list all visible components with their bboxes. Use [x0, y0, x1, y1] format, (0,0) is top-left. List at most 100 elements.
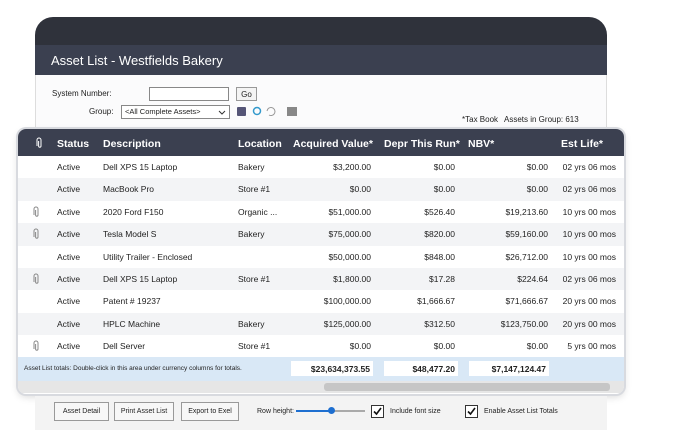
table-cell: 20 yrs 00 mos [562, 296, 616, 307]
scroll-thumb[interactable] [324, 383, 610, 391]
table-cell: HPLC Machine [103, 318, 161, 329]
table-cell: 02 yrs 06 mos [562, 184, 616, 195]
paperclip-icon[interactable] [32, 206, 40, 218]
column-header: NBV* [468, 138, 495, 150]
group-select[interactable]: <All Complete Assets> [121, 105, 230, 119]
footer-button[interactable]: Export to Exel [181, 402, 239, 421]
table-cell: Patent # 19237 [103, 296, 161, 307]
table-row[interactable]: Active Dell XPS 15 Laptop Bakery $3,200.00 $… [18, 156, 624, 179]
paperclip-icon[interactable] [32, 273, 40, 285]
slider-knob[interactable] [328, 407, 335, 414]
table-cell: 20 yrs 00 mos [562, 318, 616, 329]
table-cell: $123,750.00 [500, 318, 548, 329]
table-cell: Bakery [238, 162, 265, 172]
table-cell: $71,666.67 [505, 296, 548, 307]
tax-book: *Tax Book [462, 115, 499, 124]
table-cell: $17.28 [429, 274, 455, 284]
table-cell: $50,000.00 [328, 251, 371, 262]
system-number-input[interactable] [149, 87, 229, 101]
total-value: $48,477.20 [412, 364, 455, 374]
table-cell: Tesla Model S [103, 229, 157, 240]
table-cell: Dell XPS 15 Laptop [103, 274, 178, 284]
table-cell: Active [57, 274, 81, 284]
column-header: Description [103, 138, 161, 150]
table-cell: Dell Server [103, 341, 146, 352]
table-row[interactable]: Active Utility Trailer - Enclosed $50,000.… [18, 245, 624, 268]
table-cell: $100,000.00 [323, 296, 371, 307]
table-row[interactable]: Active Patent # 19237 $100,000.00 $1,666.67… [18, 290, 624, 313]
table-cell: Active [57, 184, 81, 195]
table-row[interactable]: Active Dell XPS 15 Laptop Store #1 $1,800.0… [18, 268, 624, 291]
checkbox-label: Enable Asset List Totals [484, 408, 558, 415]
table-cell: $0.00 [433, 184, 455, 195]
table-cell: MacBook Pro [103, 184, 155, 195]
column-header: Acquired Value* [293, 138, 373, 150]
table-cell: Active [57, 229, 81, 240]
column-header: Location [238, 138, 282, 150]
table-cell: Dell XPS 15 Laptop [103, 162, 178, 172]
table-cell: 02 yrs 06 mos [562, 162, 616, 172]
table-cell: Active [57, 341, 81, 352]
label: System Number: [52, 89, 112, 98]
table-cell: $75,000.00 [328, 229, 371, 240]
table-cell: $0.00 [526, 184, 548, 195]
table-cell: $0.00 [433, 341, 455, 352]
search-icon[interactable] [252, 106, 262, 116]
table-cell: 10 yrs 00 mos [562, 229, 616, 240]
checkbox-label: Include font size [390, 408, 441, 415]
table-cell: Bakery [238, 229, 265, 240]
total-value: $7,147,124.47 [491, 364, 546, 374]
page-title: Asset List - Westfields Bakery [51, 53, 223, 68]
checkbox[interactable] [465, 405, 478, 418]
refresh-icon[interactable] [266, 107, 276, 116]
column-header: Est Life* [561, 138, 604, 150]
footer-button[interactable]: Asset Detail [54, 402, 109, 421]
table-cell: $820.00 [424, 229, 455, 240]
check-mark [373, 407, 382, 416]
table-cell: $0.00 [526, 162, 548, 172]
column-header: Status [57, 138, 90, 150]
paperclip-icon[interactable] [32, 228, 40, 240]
total-value: $23,634,373.55 [310, 364, 370, 374]
total-box: $7,147,124.47 [469, 361, 549, 376]
table-cell: $224.64 [517, 274, 548, 284]
table-cell: $3,200.00 [333, 162, 371, 172]
table-cell: Active [57, 251, 81, 262]
paperclip-icon[interactable] [32, 340, 40, 352]
table-cell: Active [57, 318, 81, 329]
total-box: $23,634,373.55 [291, 361, 373, 376]
paperclip-icon[interactable] [35, 137, 43, 149]
table-cell: $0.00 [349, 184, 371, 195]
table-cell: Bakery [238, 318, 265, 329]
image-icon[interactable] [287, 107, 297, 116]
table-cell: Utility Trailer - Enclosed [103, 251, 193, 262]
table-cell: $1,666.67 [417, 296, 455, 307]
table-cell: Store #1 [238, 274, 271, 284]
table-cell: 2020 Ford F150 [103, 206, 164, 217]
table-row[interactable]: Active 2020 Ford F150 Organic ... $51,000.0… [18, 200, 624, 224]
table-cell: Active [57, 162, 81, 172]
checkbox[interactable] [371, 405, 384, 418]
toolbar-icons [237, 106, 297, 116]
table-row[interactable]: Active Tesla Model S Bakery $75,000.00 $820.… [18, 223, 624, 246]
label: Group: [89, 107, 114, 116]
table-cell: $312.50 [424, 318, 455, 329]
table-row[interactable]: Active Dell Server Store #1 $0.00 $0.00 $0.00… [18, 335, 624, 358]
table-row[interactable]: Active HPLC Machine Bakery $125,000.00 $312.… [18, 312, 624, 336]
chevron [218, 110, 226, 115]
footer-button[interactable]: Print Asset List [114, 402, 174, 421]
total-box: $48,477.20 [384, 361, 458, 376]
table-row[interactable]: Active MacBook Pro Store #1 $0.00 $0.00 $0.00… [18, 178, 624, 201]
select-value: <All Complete Assets> [125, 107, 201, 116]
table-cell: Organic ... [238, 206, 278, 217]
table-cell: $0.00 [349, 341, 371, 352]
table-cell: $526.40 [424, 206, 455, 217]
table-cell: Store #1 [238, 184, 271, 195]
title-bar [35, 45, 607, 75]
table-cell: $19,213.60 [505, 206, 548, 217]
assets-count: Assets in Group: 613 [504, 115, 579, 124]
save-icon[interactable] [237, 107, 246, 116]
check-mark [467, 407, 476, 416]
go-button[interactable]: Go [236, 87, 257, 101]
